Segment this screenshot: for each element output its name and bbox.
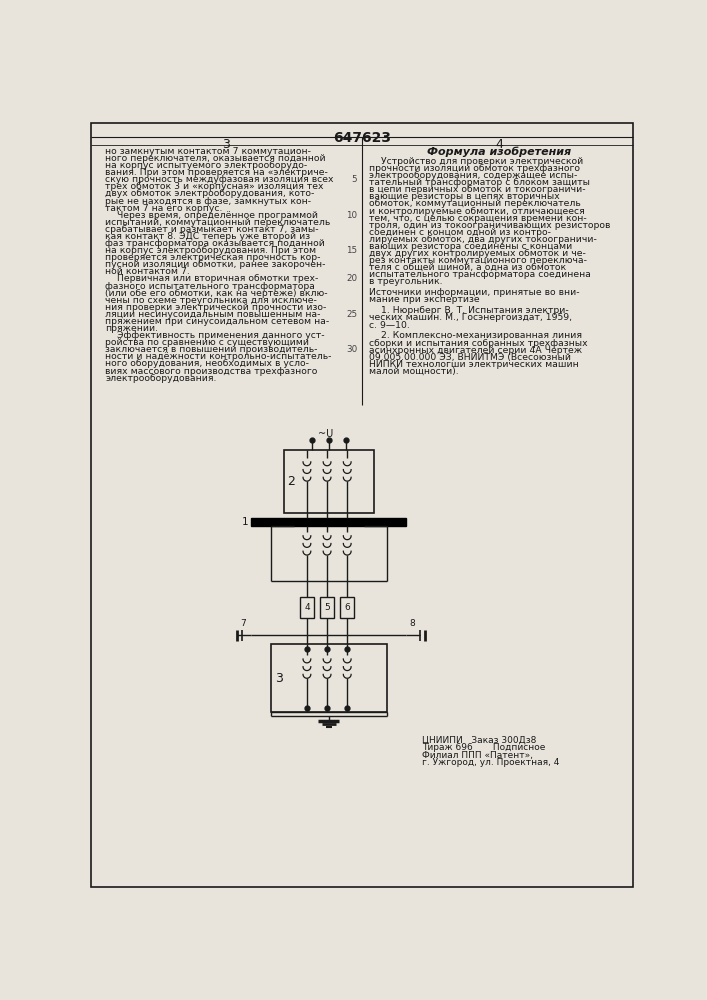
Text: в треугольник.: в треугольник. bbox=[369, 277, 443, 286]
Bar bbox=[340, 597, 354, 618]
Text: 8: 8 bbox=[409, 619, 415, 628]
Text: испытаний, коммутационный переключатель: испытаний, коммутационный переключатель bbox=[105, 218, 331, 227]
Text: троля, один из токоограничивающих резисторов: троля, один из токоограничивающих резист… bbox=[369, 221, 610, 230]
Bar bbox=[251, 518, 406, 526]
Text: мание при экспертизе: мание при экспертизе bbox=[369, 295, 479, 304]
Text: Устройство для проверки электрической: Устройство для проверки электрической bbox=[369, 157, 583, 166]
Text: вающие резисторы в цепях вторичных: вающие резисторы в цепях вторичных bbox=[369, 192, 560, 201]
Text: ного оборудования, необходимых в усло-: ного оборудования, необходимых в усло- bbox=[105, 359, 310, 368]
Text: 09.005.00.000 ЭЗ, ВНИИТМЭ (Всесоюзный: 09.005.00.000 ЭЗ, ВНИИТМЭ (Всесоюзный bbox=[369, 353, 571, 362]
Text: пусной изоляции обмотки, ранее закорочен-: пусной изоляции обмотки, ранее закорочен… bbox=[105, 260, 326, 269]
Text: сборки и испытания собранных трехфазных: сборки и испытания собранных трехфазных bbox=[369, 339, 588, 348]
Text: 25: 25 bbox=[346, 310, 357, 319]
Text: в цепи первичных обмоток и токоограничи-: в цепи первичных обмоток и токоограничи- bbox=[369, 185, 585, 194]
Text: (или обе его обмотки, как на чертеже) вклю-: (или обе его обмотки, как на чертеже) вк… bbox=[105, 289, 328, 298]
Text: двух обмоток электрооборудования, кото-: двух обмоток электрооборудования, кото- bbox=[105, 189, 315, 198]
Text: на корпус испытуемого электрооборудо-: на корпус испытуемого электрооборудо- bbox=[105, 161, 308, 170]
Text: 5: 5 bbox=[351, 175, 357, 184]
Text: чены по схеме треугольника для исключе-: чены по схеме треугольника для исключе- bbox=[105, 296, 317, 305]
Text: обмоток, коммутационный переключатель: обмоток, коммутационный переключатель bbox=[369, 199, 580, 208]
Text: Тираж 696       Подписное: Тираж 696 Подписное bbox=[421, 743, 545, 752]
Text: вания. При этом проверяется на «электриче-: вания. При этом проверяется на «электрич… bbox=[105, 168, 328, 177]
Text: вающих резистора соединены с концами: вающих резистора соединены с концами bbox=[369, 242, 572, 251]
Text: 647623: 647623 bbox=[333, 131, 391, 145]
Text: ляции несинусоидальным повышенным на-: ляции несинусоидальным повышенным на- bbox=[105, 310, 321, 319]
Text: фаз трансформатора оказывается поданной: фаз трансформатора оказывается поданной bbox=[105, 239, 325, 248]
Text: ческих машин. М., Госэнергоиздат, 1959,: ческих машин. М., Госэнергоиздат, 1959, bbox=[369, 313, 572, 322]
Text: ройства по сравнению с существующими: ройства по сравнению с существующими bbox=[105, 338, 310, 347]
Text: соединен с концом одной из контро-: соединен с концом одной из контро- bbox=[369, 228, 551, 237]
Bar bbox=[300, 597, 314, 618]
Text: Филиал ППП «Патент»,: Филиал ППП «Патент», bbox=[421, 751, 532, 760]
Text: 20: 20 bbox=[346, 274, 357, 283]
Text: и контролируемые обмотки, отличающееся: и контролируемые обмотки, отличающееся bbox=[369, 207, 585, 216]
Text: испытательного трансформатора соединена: испытательного трансформатора соединена bbox=[369, 270, 591, 279]
Text: электрооборудования.: электрооборудования. bbox=[105, 374, 217, 383]
Text: трех обмоток 3 и «корпусная» изоляция тех: трех обмоток 3 и «корпусная» изоляция те… bbox=[105, 182, 324, 191]
Bar bbox=[284, 450, 373, 513]
Text: двух других контролируемых обмоток и че-: двух других контролируемых обмоток и че- bbox=[369, 249, 586, 258]
Text: Эффективность применения данного уст-: Эффективность применения данного уст- bbox=[105, 331, 325, 340]
Text: 2: 2 bbox=[288, 475, 296, 488]
Text: скую прочность междуфазовая изоляция всех: скую прочность междуфазовая изоляция все… bbox=[105, 175, 334, 184]
Text: ния проверки электрической прочности изо-: ния проверки электрической прочности изо… bbox=[105, 303, 327, 312]
Text: ного переключателя, оказывается поданной: ного переключателя, оказывается поданной bbox=[105, 154, 326, 163]
Text: электрооборудования, содержащее испы-: электрооборудования, содержащее испы- bbox=[369, 171, 578, 180]
Text: г. Ужгород, ул. Проектная, 4: г. Ужгород, ул. Проектная, 4 bbox=[421, 758, 559, 767]
Text: но замкнутым контактом 7 коммутацион-: но замкнутым контактом 7 коммутацион- bbox=[105, 147, 311, 156]
Text: заключается в повышении производитель-: заключается в повышении производитель- bbox=[105, 345, 318, 354]
Text: срабатывает и размыкает контакт 7, замы-: срабатывает и размыкает контакт 7, замы- bbox=[105, 225, 319, 234]
Text: с. 9—10.: с. 9—10. bbox=[369, 321, 409, 330]
Text: 6: 6 bbox=[344, 603, 350, 612]
Text: 4: 4 bbox=[304, 603, 310, 612]
Text: тем, что, с целью сокращения времени кон-: тем, что, с целью сокращения времени кон… bbox=[369, 214, 587, 223]
Text: 1: 1 bbox=[241, 517, 248, 527]
Text: Первичная или вторичная обмотки трех-: Первичная или вторичная обмотки трех- bbox=[105, 274, 319, 283]
Text: проверяется электрическая прочность кор-: проверяется электрическая прочность кор- bbox=[105, 253, 321, 262]
Bar bbox=[320, 597, 334, 618]
Text: прочности изоляции обмоток трехфазного: прочности изоляции обмоток трехфазного bbox=[369, 164, 580, 173]
Text: тактом 7 на его корпус.: тактом 7 на его корпус. bbox=[105, 204, 223, 213]
Text: 3: 3 bbox=[275, 672, 283, 685]
Text: ности и надёжности контрольно-испытатель-: ности и надёжности контрольно-испытатель… bbox=[105, 352, 332, 361]
Text: фазного испытательного трансформатора: фазного испытательного трансформатора bbox=[105, 282, 315, 291]
Text: пряжении.: пряжении. bbox=[105, 324, 158, 333]
Text: 15: 15 bbox=[346, 246, 357, 255]
Text: 3: 3 bbox=[223, 138, 230, 151]
Text: 7: 7 bbox=[240, 619, 246, 628]
Text: 1. Нюрнберг В. Т. Испытания электри-: 1. Нюрнберг В. Т. Испытания электри- bbox=[369, 306, 568, 315]
Text: теля с общей шиной, а одна из обмоток: теля с общей шиной, а одна из обмоток bbox=[369, 263, 566, 272]
Text: 30: 30 bbox=[346, 345, 357, 354]
Text: тательный трансформатор с блоком защиты: тательный трансформатор с блоком защиты bbox=[369, 178, 590, 187]
Text: 5: 5 bbox=[325, 603, 330, 612]
Text: 10: 10 bbox=[346, 211, 357, 220]
Text: НИПКИ технологши электрических машин: НИПКИ технологши электрических машин bbox=[369, 360, 578, 369]
Text: лируемых обмоток, два других токоограничи-: лируемых обмоток, два других токоогранич… bbox=[369, 235, 597, 244]
Text: Источники информации, принятые во вни-: Источники информации, принятые во вни- bbox=[369, 288, 580, 297]
Text: на корпус электрооборудования. При этом: на корпус электрооборудования. При этом bbox=[105, 246, 317, 255]
Text: Формула изобретения: Формула изобретения bbox=[427, 147, 571, 157]
Text: ~U: ~U bbox=[318, 429, 333, 439]
Bar bbox=[271, 644, 387, 712]
Text: асинхронных двигателей серии 4А Чертеж: асинхронных двигателей серии 4А Чертеж bbox=[369, 346, 582, 355]
Text: Через время, определённое программой: Через время, определённое программой bbox=[105, 211, 318, 220]
Text: рые не находятся в фазе, замкнутых кон-: рые не находятся в фазе, замкнутых кон- bbox=[105, 197, 312, 206]
Text: малой мощности).: малой мощности). bbox=[369, 367, 459, 376]
Text: ЦНИИПИ   Заказ 300Дз8: ЦНИИПИ Заказ 300Дз8 bbox=[421, 735, 536, 744]
Text: виях массового производства трехфазного: виях массового производства трехфазного bbox=[105, 367, 318, 376]
Text: кая контакт 8. ЭДС теперь уже второй из: кая контакт 8. ЭДС теперь уже второй из bbox=[105, 232, 310, 241]
Text: ной контактом 7.: ной контактом 7. bbox=[105, 267, 190, 276]
Text: 2. Комплексно-механизированная линия: 2. Комплексно-механизированная линия bbox=[369, 331, 582, 340]
Text: рез контакты коммутационного переключа-: рез контакты коммутационного переключа- bbox=[369, 256, 587, 265]
Text: 4: 4 bbox=[495, 138, 503, 151]
Text: пряжением при синусоидальном сетевом на-: пряжением при синусоидальном сетевом на- bbox=[105, 317, 329, 326]
